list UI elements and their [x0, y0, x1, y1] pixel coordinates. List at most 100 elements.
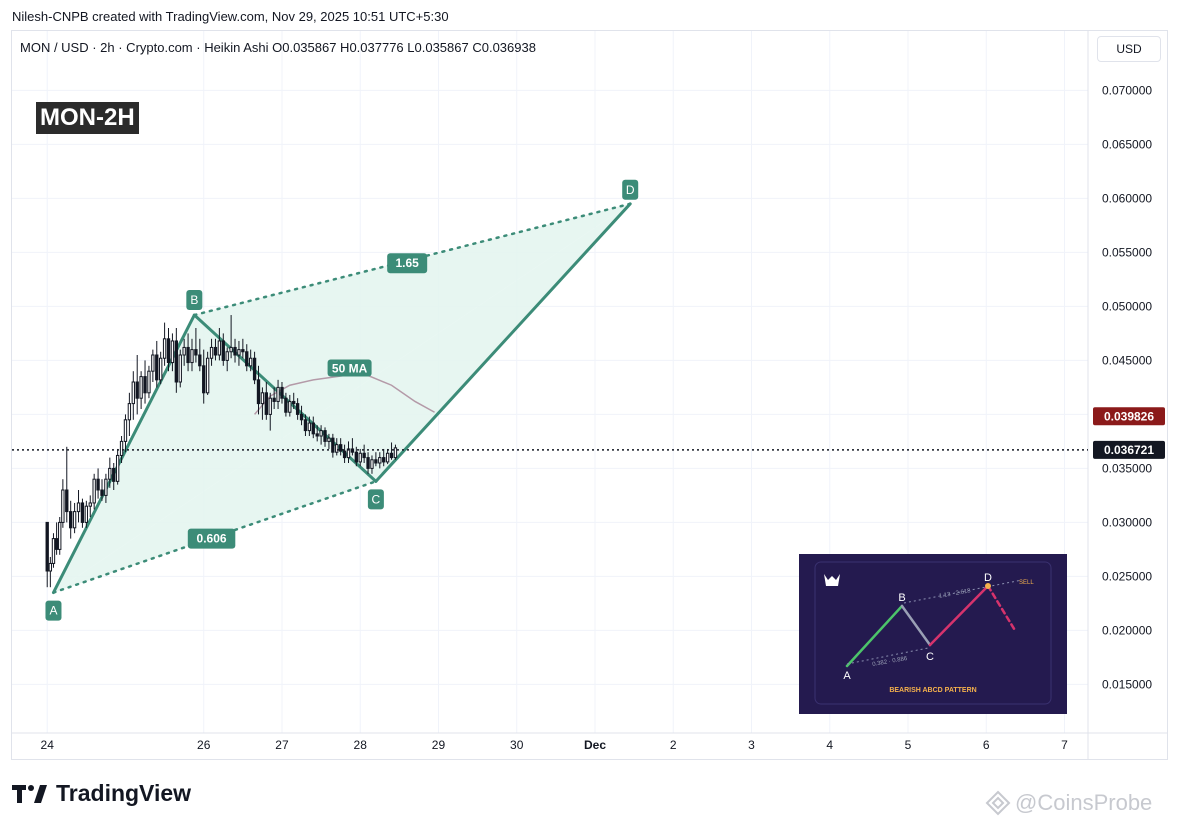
currency-button[interactable]: USD: [1097, 36, 1161, 62]
ratio-badge[interactable]: [187, 528, 236, 549]
pattern-fill-upper: [53, 203, 631, 593]
inset-point-label: B: [898, 592, 905, 604]
pattern-point-d-badge[interactable]: [622, 179, 639, 200]
y-tick-label: 0.035000: [1102, 461, 1152, 475]
inset-leg-cd: [928, 584, 990, 647]
candle-body: [331, 437, 335, 453]
candle-body: [241, 349, 245, 353]
candle-body: [362, 452, 366, 459]
candle-body: [213, 346, 218, 356]
candle-body: [284, 397, 288, 413]
inset-logo-shape: [824, 574, 840, 586]
candle-body: [276, 386, 280, 402]
candle-body: [65, 489, 69, 513]
pattern-fill-lower: [53, 203, 631, 593]
candle-body: [378, 457, 382, 464]
candle-body: [135, 381, 139, 399]
x-tick-label: 27: [275, 738, 289, 752]
candle-body: [147, 370, 151, 394]
candle-body: [115, 454, 120, 482]
candle-body: [151, 354, 155, 372]
ratio-label: 1.65: [396, 256, 420, 270]
chart-frame: [11, 30, 1168, 760]
ma-label: 50 MA: [332, 362, 368, 376]
candle-body: [194, 349, 198, 356]
y-tick-label: 0.060000: [1102, 191, 1152, 205]
candle-body: [335, 444, 339, 453]
candle-body: [346, 448, 351, 459]
symbol-legend: MON / USD · 2h · Crypto.com · Heikin Ash…: [20, 40, 536, 55]
candle-body: [221, 340, 225, 361]
candle-body: [382, 457, 386, 463]
candles: [45, 315, 398, 588]
candle-body: [288, 400, 292, 413]
candle-body: [198, 354, 202, 367]
x-tick-label: 24: [41, 738, 55, 752]
candle-body: [84, 505, 89, 523]
pattern-point-b-badge[interactable]: [186, 290, 203, 311]
candle-body: [186, 346, 190, 364]
candle-body: [280, 386, 284, 399]
last-price-tag[interactable]: 0.036721: [1093, 440, 1165, 459]
candle-body: [202, 365, 206, 394]
inset-sell-label: SELL: [1019, 580, 1034, 586]
inset-ratio-line-1: [846, 647, 929, 665]
candle-body: [100, 489, 104, 496]
candle-body: [338, 444, 343, 452]
x-tick-label: 28: [354, 738, 368, 752]
y-tick-label: 0.050000: [1102, 299, 1152, 313]
inset-logo-icon: [824, 574, 840, 586]
candle-body: [61, 489, 65, 523]
candle-body: [155, 354, 159, 381]
candle-body: [292, 400, 296, 405]
candle-body: [45, 521, 49, 572]
inset-sell-point: [985, 583, 991, 589]
candle-body: [374, 459, 378, 464]
candle-body: [256, 379, 261, 405]
candle-body: [48, 562, 53, 572]
tradingview-logo-icon: [12, 784, 47, 803]
x-tick-label: 5: [905, 738, 912, 752]
candle-body: [268, 397, 272, 415]
inset-point-label: C: [926, 651, 934, 663]
candle-body: [108, 467, 112, 480]
y-tick-label: 0.055000: [1102, 245, 1152, 259]
inset-point-label: D: [984, 572, 992, 584]
tradingview-logo[interactable]: TradingView: [12, 780, 191, 807]
x-tick-label: 4: [826, 738, 833, 752]
pattern-point-label: D: [626, 183, 635, 197]
candle-body: [370, 459, 374, 469]
candle-body: [51, 538, 56, 564]
candle-body: [327, 437, 331, 442]
inset-leg-bc: [900, 604, 932, 647]
pattern-point-c-badge[interactable]: [367, 489, 384, 510]
candle-body: [393, 447, 398, 459]
y-tick-label: 0.070000: [1102, 83, 1152, 97]
ratio-badge[interactable]: [387, 253, 428, 274]
tradingview-logo-text: TradingView: [56, 780, 192, 806]
watermark-text: @CoinsProbe: [1015, 790, 1153, 815]
candle-body: [159, 357, 163, 381]
pattern-point-a-badge[interactable]: [45, 600, 62, 621]
ratio-label: 0.606: [197, 532, 227, 546]
candle-body: [358, 452, 362, 463]
candle-body: [237, 349, 241, 356]
inset-leg-ab: [845, 604, 904, 668]
candle-body: [127, 403, 132, 421]
candle-body: [272, 397, 276, 402]
candle-body: [366, 457, 370, 469]
inset-frame: [814, 561, 1052, 705]
x-tick-label: 30: [510, 738, 524, 752]
candle-body: [249, 357, 253, 367]
candle-body: [299, 413, 304, 421]
y-tick-label: 0.015000: [1102, 677, 1152, 691]
candle-body: [311, 422, 315, 435]
candle-body: [96, 478, 100, 491]
ma-label-badge[interactable]: [327, 359, 372, 377]
last-price-tag-bg: [1093, 440, 1165, 459]
ma-price-tag[interactable]: 0.039826: [1093, 407, 1165, 426]
candle-body: [385, 452, 390, 463]
candle-body: [229, 346, 233, 353]
